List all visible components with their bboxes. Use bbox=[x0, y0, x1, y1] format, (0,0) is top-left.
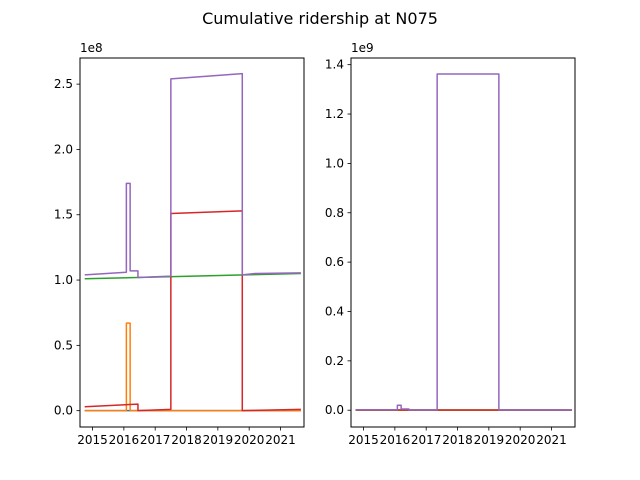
right-y-tick-label: 0.2 bbox=[325, 354, 344, 368]
right-y-axis: 0.0 0.2 0.4 0.6 0.8 1.0 1.2 1.4 bbox=[325, 58, 351, 417]
right-y-tick-label: 0.8 bbox=[325, 206, 344, 220]
left-x-tick-label: 2021 bbox=[265, 433, 296, 447]
left-y-tick-label: 2.0 bbox=[54, 142, 73, 156]
left-plot-frame bbox=[79, 57, 305, 428]
right-subplot: 2015 2016 2017 2018 2019 2020 2021 0.00.20.40.… bbox=[325, 41, 576, 447]
right-y-tick-label: 0.6 bbox=[325, 255, 344, 269]
left-y-tick-label: 1.0 bbox=[54, 273, 73, 287]
left-y-tick-label: 0.5 bbox=[54, 338, 73, 352]
right-y-tick-label: 1.4 bbox=[325, 58, 344, 72]
right-y-tick-label: 1.0 bbox=[325, 156, 344, 170]
left-x-tick-label: 2016 bbox=[109, 433, 140, 447]
figure-title: Cumulative ridership at N075 bbox=[202, 9, 438, 28]
left-series-red-line bbox=[84, 210, 301, 412]
left-x-tick-label: 2019 bbox=[203, 433, 234, 447]
left-y-axis: 0.0 0.5 1.0 1.5 2.0 2.5 bbox=[54, 77, 80, 418]
right-x-tick-label: 2018 bbox=[442, 433, 473, 447]
left-y-tick-label: 2.5 bbox=[54, 77, 73, 91]
right-y-tick-label: 0.0 bbox=[325, 403, 344, 417]
left-y-tick-label: 1.5 bbox=[54, 208, 73, 222]
left-series-orange-line bbox=[84, 322, 301, 412]
right-plot-frame bbox=[350, 57, 576, 428]
left-x-tick-label: 2015 bbox=[77, 433, 108, 447]
left-x-tick-label: 2020 bbox=[234, 433, 265, 447]
right-x-tick-label: 2021 bbox=[536, 433, 567, 447]
right-x-tick-label: 2019 bbox=[474, 433, 505, 447]
right-offset-text: 1e9 bbox=[351, 41, 374, 55]
left-x-tick-label: 2017 bbox=[140, 433, 171, 447]
left-series-purple-line bbox=[84, 72, 301, 279]
left-y-tick-label: 0.0 bbox=[54, 404, 73, 418]
left-offset-text: 1e8 bbox=[80, 41, 103, 55]
right-x-tick-label: 2020 bbox=[505, 433, 536, 447]
right-series-purple-line bbox=[355, 73, 572, 411]
right-y-tick-label: 0.4 bbox=[325, 304, 344, 318]
right-y-tick-label: 1.2 bbox=[325, 107, 344, 121]
right-x-tick-label: 2017 bbox=[411, 433, 442, 447]
right-series-lines bbox=[355, 73, 572, 411]
right-x-tick-label: 2015 bbox=[348, 433, 379, 447]
left-x-axis: 2015 2016 2017 2018 2019 2020 2021 bbox=[77, 427, 296, 447]
left-x-tick-label: 2018 bbox=[171, 433, 202, 447]
left-series-green-line bbox=[84, 272, 301, 280]
left-series-lines bbox=[84, 72, 301, 412]
right-x-axis: 2015 2016 2017 2018 2019 2020 2021 bbox=[348, 427, 567, 447]
right-x-tick-label: 2016 bbox=[380, 433, 411, 447]
left-subplot: 2015 2016 2017 2018 2019 2020 2021 0.0 0.5 1.0 1.… bbox=[54, 41, 305, 447]
